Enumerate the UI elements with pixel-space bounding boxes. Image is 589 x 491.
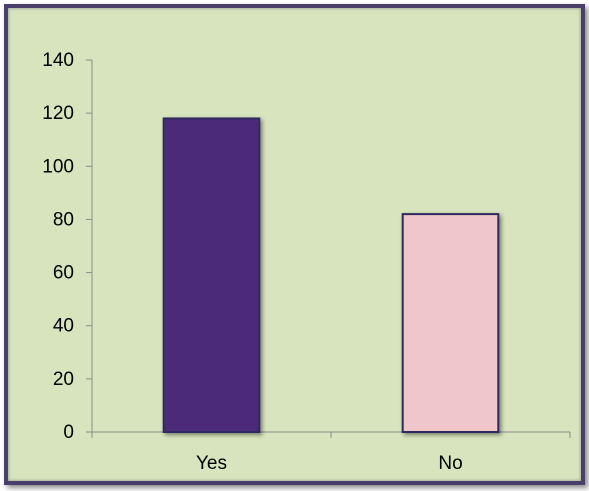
bar-yes xyxy=(162,117,261,433)
x-tick-label: No xyxy=(438,453,462,474)
y-tick-label: 0 xyxy=(63,422,74,443)
y-tick-label: 40 xyxy=(53,316,74,337)
bar-chart: 0 20 40 60 80 100 120 140 Yes No xyxy=(42,50,571,474)
x-axis: Yes No xyxy=(91,431,571,474)
x-tick-label: Yes xyxy=(196,453,227,474)
y-tick-label: 80 xyxy=(53,209,74,230)
y-tick-label: 100 xyxy=(42,156,74,177)
bars xyxy=(162,117,500,433)
bar-no xyxy=(401,213,500,433)
chart-frame: 0 20 40 60 80 100 120 140 Yes No xyxy=(4,4,585,485)
y-tick-label: 140 xyxy=(42,50,74,71)
y-tick-label: 20 xyxy=(53,369,74,390)
y-axis: 0 20 40 60 80 100 120 140 xyxy=(42,50,93,443)
y-tick-label: 60 xyxy=(53,263,74,284)
y-tick-label: 120 xyxy=(42,103,74,124)
